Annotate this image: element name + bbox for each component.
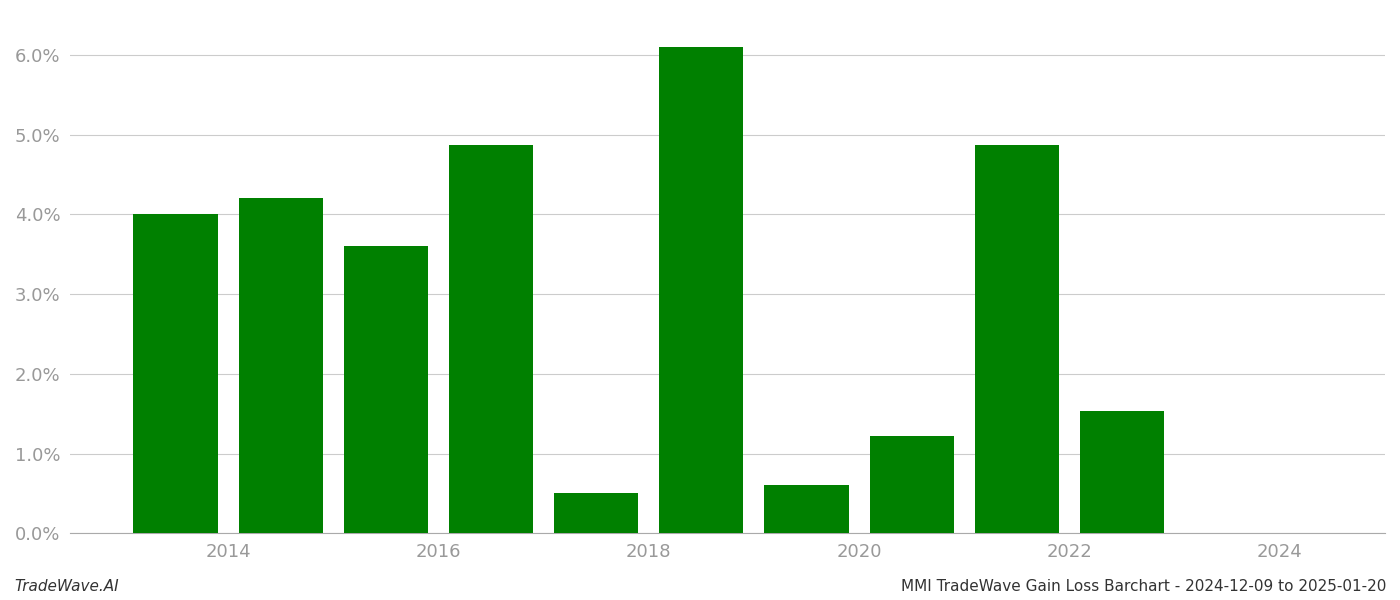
- Bar: [1079, 411, 1165, 533]
- Bar: [133, 214, 217, 533]
- Bar: [344, 246, 428, 533]
- Bar: [659, 47, 743, 533]
- Bar: [764, 485, 848, 533]
- Bar: [974, 145, 1058, 533]
- Text: TradeWave.AI: TradeWave.AI: [14, 579, 119, 594]
- Bar: [449, 145, 533, 533]
- Text: MMI TradeWave Gain Loss Barchart - 2024-12-09 to 2025-01-20: MMI TradeWave Gain Loss Barchart - 2024-…: [900, 579, 1386, 594]
- Bar: [554, 493, 638, 533]
- Bar: [238, 199, 323, 533]
- Bar: [869, 436, 953, 533]
